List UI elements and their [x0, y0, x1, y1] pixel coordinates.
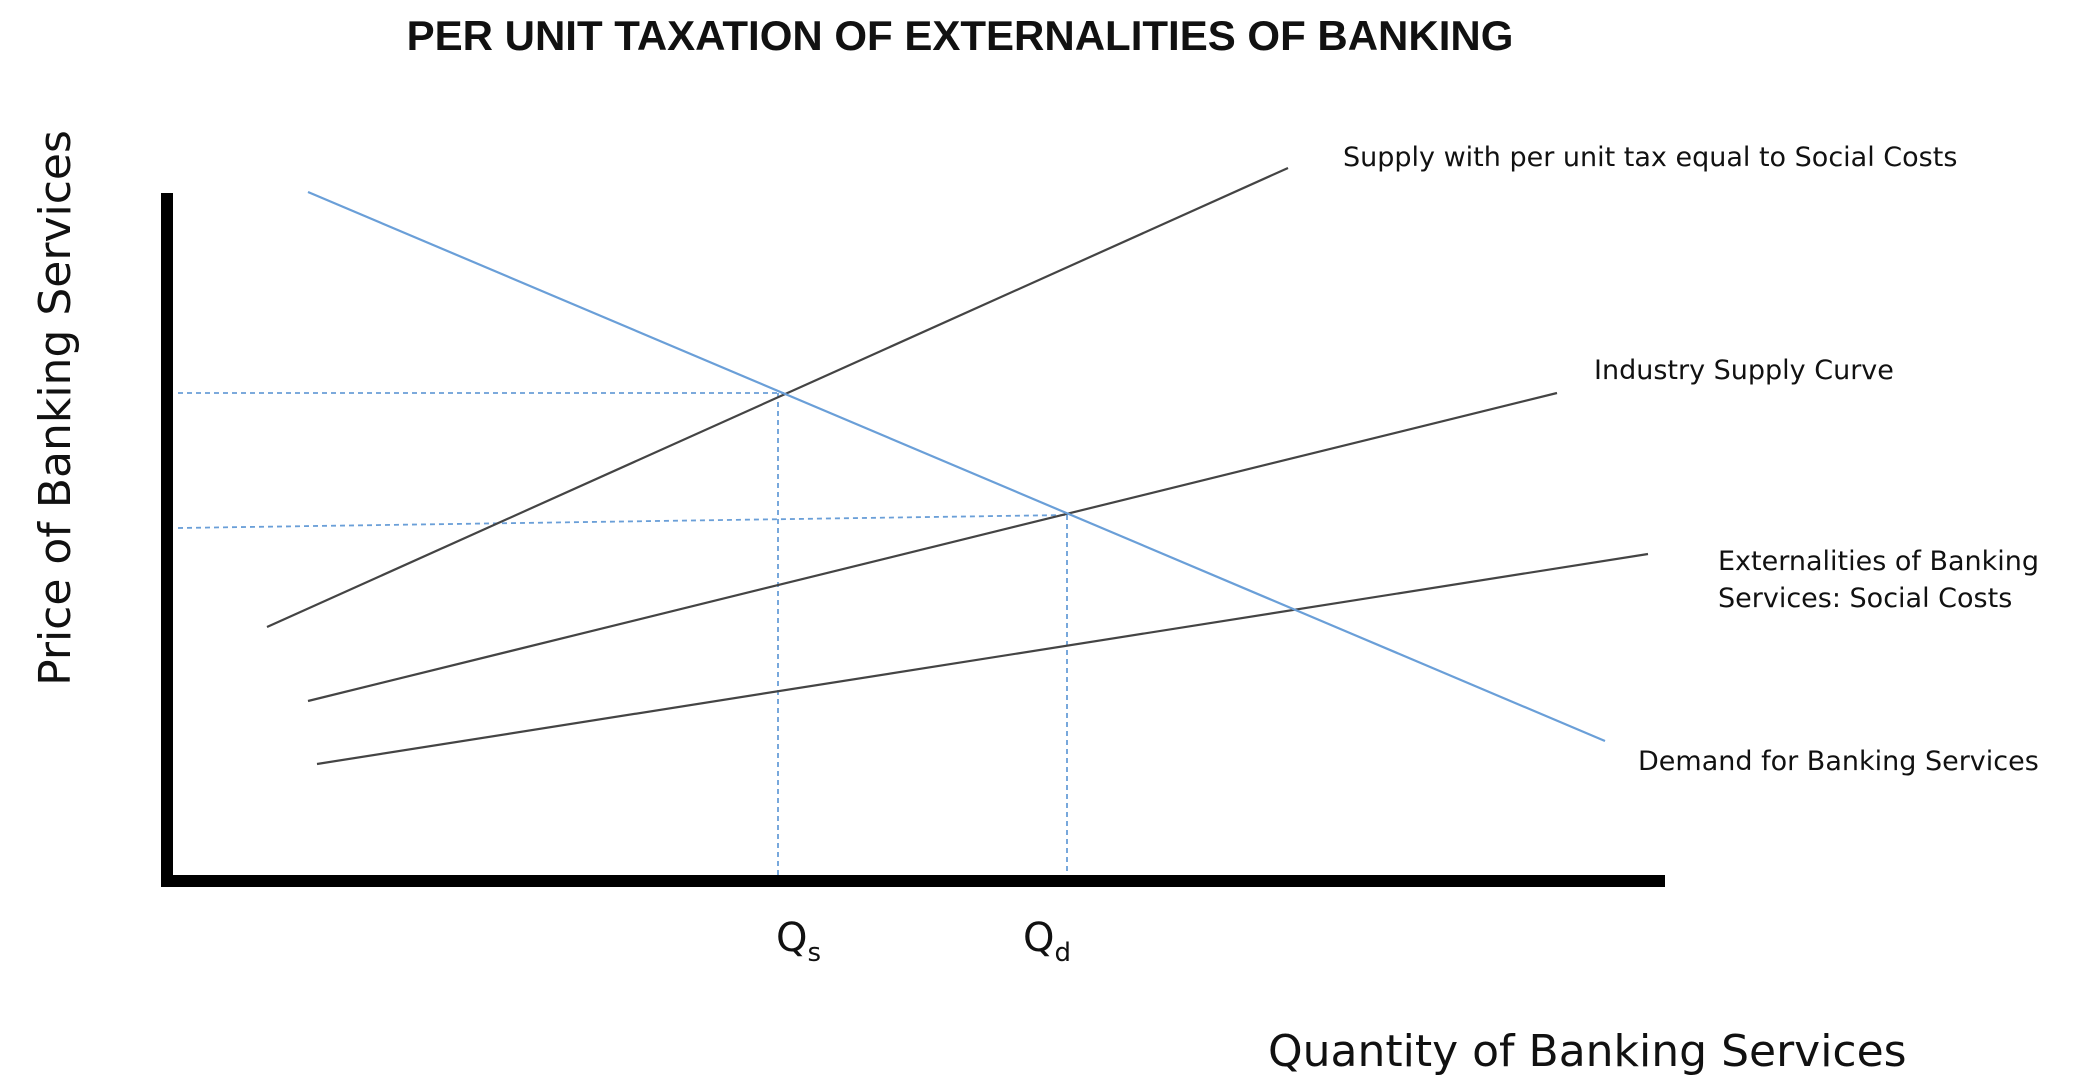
x-axis-title: Quantity of Banking Services — [1268, 1026, 1907, 1077]
qd-label: Qd — [1023, 915, 1071, 968]
demand-label: Demand for Banking Services — [1638, 746, 2039, 777]
taxed-supply-line — [266, 166, 1289, 629]
demand-line — [307, 190, 1606, 743]
social-costs-label-line1: Externalities of Banking — [1718, 546, 2039, 577]
social-costs-label-line2: Services: Social Costs — [1718, 583, 2012, 614]
social-costs-line — [316, 552, 1649, 766]
diagram-title: PER UNIT TAXATION OF EXTERNALITIES OF BA… — [407, 12, 1514, 59]
price-guide-untaxed — [177, 514, 1068, 529]
qs-label: Qs — [776, 915, 821, 968]
industry-supply-label: Industry Supply Curve — [1594, 355, 1894, 386]
y-axis-title: Price of Banking Services — [30, 130, 81, 686]
industry-supply-line — [307, 391, 1558, 703]
taxed-supply-label: Supply with per unit tax equal to Social… — [1343, 142, 1957, 173]
